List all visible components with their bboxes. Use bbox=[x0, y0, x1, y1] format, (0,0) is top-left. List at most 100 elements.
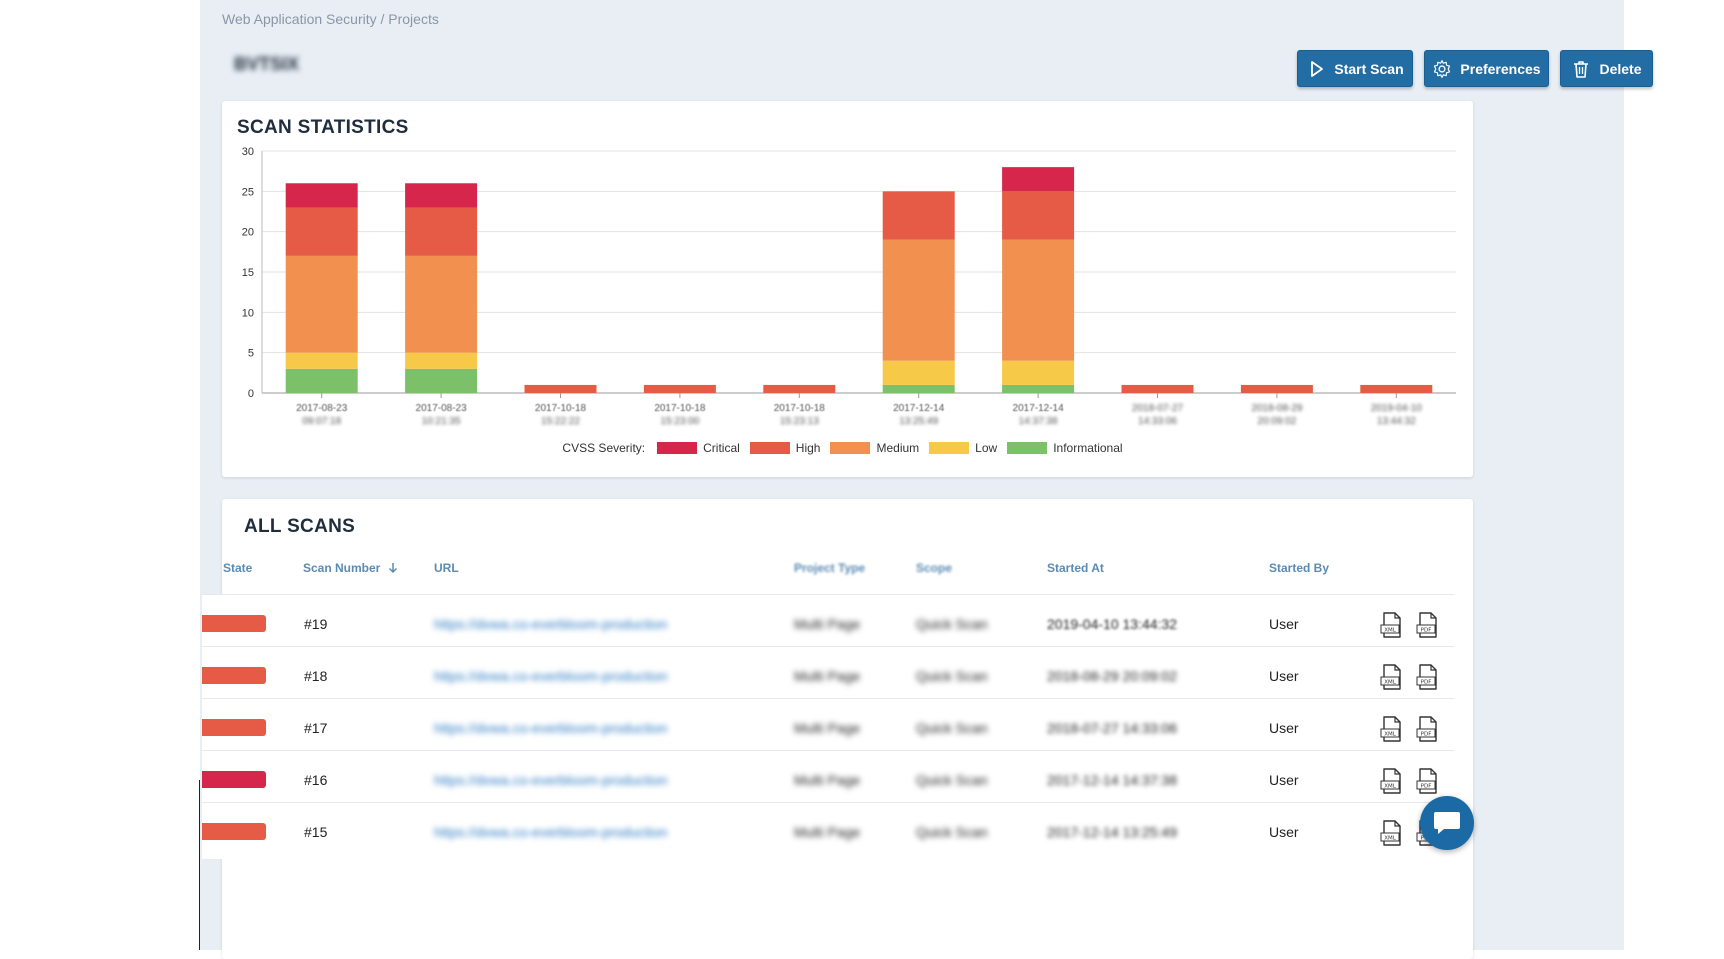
delete-label: Delete bbox=[1599, 60, 1642, 77]
xml-file-icon[interactable]: XML bbox=[1380, 612, 1404, 638]
bar-segment-high bbox=[1121, 384, 1194, 393]
legend-swatch-high bbox=[749, 442, 790, 454]
legend-item-high[interactable]: High bbox=[749, 441, 820, 455]
x-tick-label-date: 2017-10-18 bbox=[535, 403, 587, 414]
x-tick-label-time: 14:37:38 bbox=[1019, 416, 1058, 427]
x-tick-label-time: 15:23:00 bbox=[660, 416, 699, 427]
scan-url-link[interactable]: https://dvwa.co-everbloom-production bbox=[434, 772, 668, 788]
start-scan-label: Start Scan bbox=[1334, 60, 1404, 77]
pdf-file-icon[interactable]: PDF bbox=[1416, 612, 1440, 638]
bar-segment-informational bbox=[1002, 384, 1075, 393]
y-tick-label: 5 bbox=[248, 348, 254, 360]
svg-text:PDF: PDF bbox=[1421, 732, 1432, 738]
pdf-file-icon[interactable]: PDF bbox=[1416, 768, 1440, 794]
chat-bubble-icon bbox=[1434, 812, 1460, 834]
column-header-url[interactable]: URL bbox=[434, 561, 459, 575]
legend-swatch-medium bbox=[830, 442, 871, 454]
pdf-file-icon[interactable]: PDF bbox=[1416, 716, 1440, 742]
chart-legend: CVSS Severity: Critical High Medium Low … bbox=[222, 441, 1473, 455]
legend-label-medium: Medium bbox=[876, 441, 920, 455]
state-indicator bbox=[202, 615, 266, 632]
scan-url-link[interactable]: https://dvwa.co-everbloom-production bbox=[434, 720, 668, 736]
xml-file-icon[interactable]: XML bbox=[1380, 664, 1404, 690]
table-row[interactable]: #18 https://dvwa.co-everbloom-production… bbox=[202, 646, 1454, 703]
column-header-started-by[interactable]: Started By bbox=[1269, 561, 1330, 575]
bar-segment-informational bbox=[285, 368, 358, 393]
table-row[interactable]: #19 https://dvwa.co-everbloom-production… bbox=[202, 594, 1454, 651]
bar-segment-high bbox=[524, 384, 597, 393]
column-header-scope[interactable]: Scope bbox=[916, 561, 953, 575]
x-tick-label-date: 2017-08-23 bbox=[296, 403, 348, 414]
started-by: User bbox=[1269, 720, 1299, 736]
bar-segment-high bbox=[1240, 384, 1313, 393]
x-tick-label-date: 2019-04-10 bbox=[1371, 403, 1423, 414]
table-row[interactable]: #15 https://dvwa.co-everbloom-production… bbox=[202, 802, 1454, 859]
x-tick-label-time: 09:07:18 bbox=[302, 416, 341, 427]
table-row[interactable]: #16 https://dvwa.co-everbloom-production… bbox=[202, 750, 1454, 807]
bar-segment-low bbox=[285, 352, 358, 369]
bar-segment-medium bbox=[882, 239, 955, 361]
bar-segment-high bbox=[882, 191, 955, 240]
xml-file-icon[interactable]: XML bbox=[1380, 716, 1404, 742]
legend-label-low: Low bbox=[975, 441, 998, 455]
started-by: User bbox=[1269, 824, 1299, 840]
state-indicator bbox=[202, 667, 266, 684]
divider bbox=[199, 780, 200, 950]
trash-icon bbox=[1574, 60, 1589, 78]
scan-url-link[interactable]: https://dvwa.co-everbloom-production bbox=[434, 616, 668, 632]
bar-segment-high bbox=[1360, 384, 1433, 393]
project-type: Multi Page bbox=[794, 616, 861, 632]
sort-down-icon bbox=[388, 563, 397, 574]
scan-statistics-card: SCAN STATISTICS 0 5 10 15 20 25 30 2017-08-23 09… bbox=[222, 101, 1473, 477]
column-header-state[interactable]: State bbox=[223, 561, 253, 575]
play-icon bbox=[1311, 60, 1324, 77]
y-tick-label: 0 bbox=[248, 388, 254, 400]
svg-text:PDF: PDF bbox=[1421, 784, 1432, 790]
xml-file-icon[interactable]: XML bbox=[1380, 768, 1404, 794]
svg-text:XML: XML bbox=[1384, 784, 1397, 790]
legend-item-medium[interactable]: Medium bbox=[830, 441, 919, 455]
svg-text:XML: XML bbox=[1384, 680, 1397, 686]
x-tick-label-date: 2017-10-18 bbox=[774, 403, 826, 414]
gear-icon bbox=[1434, 59, 1451, 78]
column-header-scan-number[interactable]: Scan Number bbox=[303, 561, 398, 575]
scan-url-link[interactable]: https://dvwa.co-everbloom-production bbox=[434, 824, 668, 840]
x-tick-label-time: 15:23:13 bbox=[780, 416, 819, 427]
x-tick-label-date: 2017-10-18 bbox=[654, 403, 706, 414]
started-at: 2019-04-10 13:44:32 bbox=[1047, 616, 1177, 632]
bar-segment-medium bbox=[1002, 239, 1075, 361]
legend-item-informational[interactable]: Informational bbox=[1007, 441, 1123, 455]
legend-swatch-informational bbox=[1007, 442, 1048, 454]
preferences-button[interactable]: Preferences bbox=[1424, 50, 1549, 87]
bar-segment-low bbox=[405, 352, 478, 369]
started-at: 2017-12-14 14:37:38 bbox=[1047, 772, 1177, 788]
legend-swatch-critical bbox=[657, 442, 698, 454]
started-by: User bbox=[1269, 616, 1299, 632]
y-tick-label: 25 bbox=[242, 186, 254, 198]
legend-swatch-low bbox=[929, 442, 970, 454]
xml-file-icon[interactable]: XML bbox=[1380, 820, 1404, 846]
breadcrumb[interactable]: Web Application Security / Projects bbox=[222, 11, 439, 27]
legend-item-critical[interactable]: Critical bbox=[657, 441, 740, 455]
legend-title: CVSS Severity: bbox=[562, 441, 646, 455]
bar-segment-critical bbox=[405, 183, 478, 208]
bar-segment-high bbox=[285, 207, 358, 256]
scan-statistics-chart: 0 5 10 15 20 25 30 2017-08-23 09:07:18 2017-08-23… bbox=[242, 146, 1456, 427]
delete-button[interactable]: Delete bbox=[1560, 50, 1653, 87]
x-tick-label-time: 20:09:02 bbox=[1257, 416, 1296, 427]
chat-button[interactable] bbox=[1420, 796, 1474, 850]
svg-text:PDF: PDF bbox=[1421, 628, 1432, 634]
legend-item-low[interactable]: Low bbox=[929, 441, 997, 455]
x-tick-label-date: 2017-08-23 bbox=[416, 403, 468, 414]
column-header-project-type[interactable]: Project Type bbox=[794, 561, 866, 575]
column-header-started-at[interactable]: Started At bbox=[1047, 561, 1104, 575]
scope: Quick Scan bbox=[916, 668, 988, 684]
scan-url-link[interactable]: https://dvwa.co-everbloom-production bbox=[434, 668, 668, 684]
bar-segment-low bbox=[1002, 360, 1075, 385]
bar-segment-high bbox=[643, 384, 716, 393]
start-scan-button[interactable]: Start Scan bbox=[1297, 50, 1413, 87]
x-tick-label-date: 2017-12-14 bbox=[893, 403, 945, 414]
pdf-file-icon[interactable]: PDF bbox=[1416, 664, 1440, 690]
started-by: User bbox=[1269, 772, 1299, 788]
table-row[interactable]: #17 https://dvwa.co-everbloom-production… bbox=[202, 698, 1454, 755]
